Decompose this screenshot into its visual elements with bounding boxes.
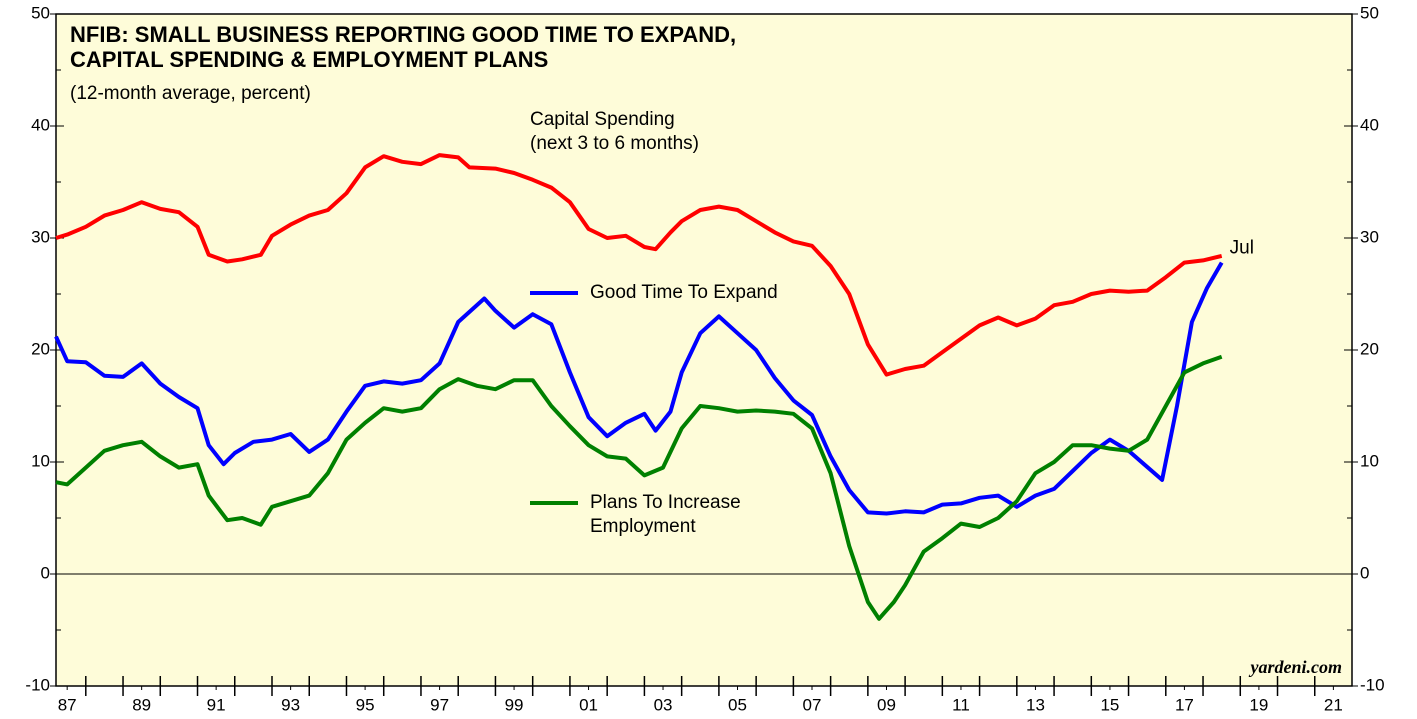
x-tick-label: 05 (728, 695, 747, 714)
y2-tick-label: 10 (1360, 451, 1379, 470)
x-tick-label: 97 (430, 695, 449, 714)
x-tick-label: 01 (579, 695, 598, 714)
x-tick-label: 93 (281, 695, 300, 714)
end-label: Jul (1230, 238, 1254, 259)
y2-tick-label: 40 (1360, 115, 1379, 134)
y-tick-label: 0 (41, 563, 50, 582)
series-label: Good Time To Expand (590, 282, 778, 303)
x-tick-label: 07 (803, 695, 822, 714)
series-line (54, 261, 1224, 516)
x-tick-label: 03 (654, 695, 673, 714)
x-tick-label: 99 (505, 695, 524, 714)
x-tick-label: 91 (207, 695, 226, 714)
source: yardeni.com (1249, 657, 1343, 677)
y2-tick-label: 30 (1360, 227, 1379, 246)
y2-tick-label: 20 (1360, 339, 1379, 358)
y2-tick-label: -10 (1360, 675, 1385, 694)
x-tick-label: 19 (1249, 695, 1268, 714)
x-tick-label: 13 (1026, 695, 1045, 714)
chart-title: NFIB: SMALL BUSINESS REPORTING GOOD TIME… (70, 22, 736, 47)
series-label: Plans To Increase (590, 492, 741, 513)
plot-area (55, 13, 1353, 687)
chart-title: CAPITAL SPENDING & EMPLOYMENT PLANS (70, 47, 548, 72)
y2-tick-label: 0 (1360, 563, 1369, 582)
x-tick-label: 95 (356, 695, 375, 714)
y-tick-label: 50 (31, 3, 50, 22)
y-tick-label: 20 (31, 339, 50, 358)
x-tick-label: 21 (1324, 695, 1343, 714)
y-tick-label: 30 (31, 227, 50, 246)
x-tick-label: 11 (952, 695, 970, 714)
x-tick-label: 17 (1175, 695, 1194, 714)
x-tick-label: 15 (1100, 695, 1119, 714)
series-line (55, 153, 1223, 377)
x-tick-label: 87 (58, 695, 77, 714)
series-label: Capital Spending (530, 109, 675, 130)
y-tick-label: 40 (31, 115, 50, 134)
y-tick-label: 10 (31, 451, 50, 470)
series-line (55, 354, 1223, 621)
chart-subtitle: (12-month average, percent) (70, 83, 311, 104)
y2-tick-label: 50 (1360, 3, 1379, 22)
x-tick-label: 89 (132, 695, 151, 714)
series-label: Employment (590, 516, 696, 537)
x-tick-label: 09 (877, 695, 896, 714)
series-label: (next 3 to 6 months) (530, 133, 699, 154)
y-tick-label: -10 (25, 675, 50, 694)
